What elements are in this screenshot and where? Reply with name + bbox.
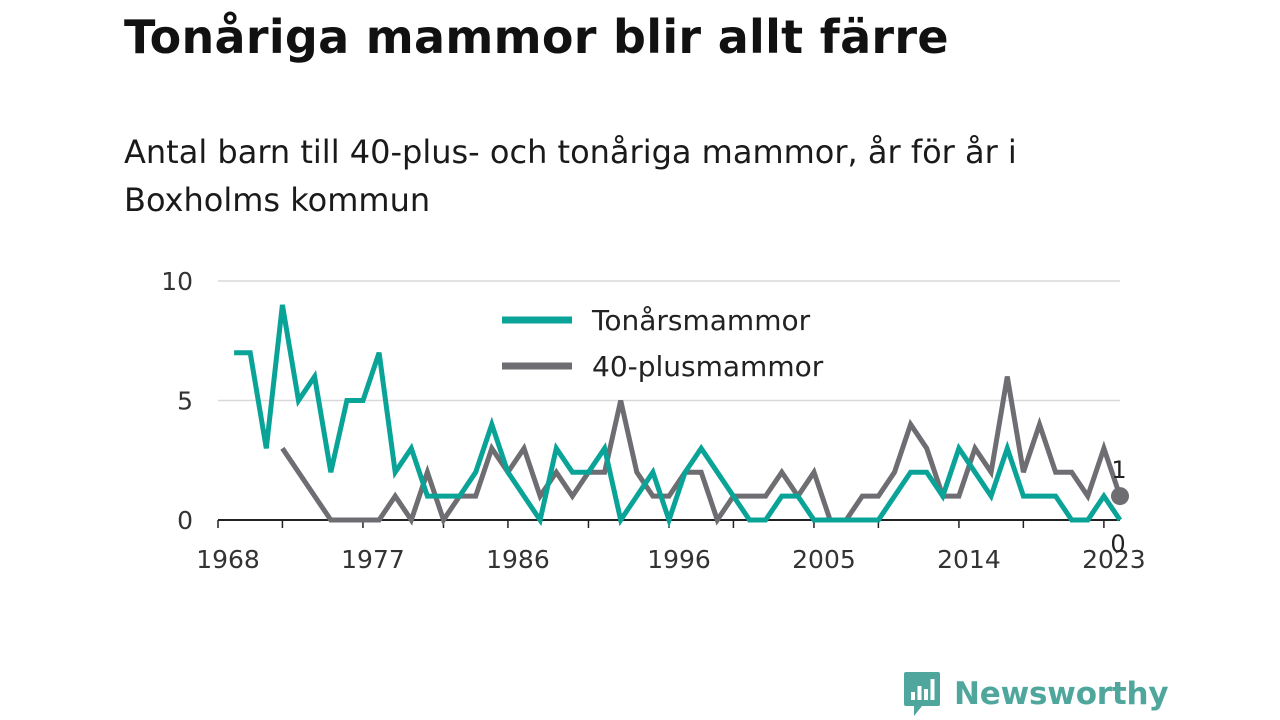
y-tick-label: 10 xyxy=(161,267,193,296)
x-tick-label: 2005 xyxy=(792,545,856,574)
brand-logo: Newsworthy xyxy=(902,670,1169,718)
x-tick-label: 1986 xyxy=(486,545,550,574)
end-label-tonarsmammor: 0 xyxy=(1110,530,1125,558)
series-line-tonarsmammor xyxy=(234,304,1123,528)
legend-label: Tonårsmammor xyxy=(591,304,811,337)
x-tick-label: 2014 xyxy=(937,545,1001,574)
legend-label: 40-plusmammor xyxy=(592,350,824,383)
y-tick-label: 0 xyxy=(177,506,193,535)
x-tick-label: 1996 xyxy=(647,545,711,574)
x-tick-label: 1977 xyxy=(341,545,405,574)
end-label-40-plusmammor: 1 xyxy=(1111,456,1126,484)
series-line-40-plusmammor xyxy=(280,376,1123,526)
x-tick-label: 2023 xyxy=(1082,545,1146,574)
x-tick-label: 1968 xyxy=(196,545,260,574)
newsworthy-logo-icon xyxy=(904,672,940,716)
end-point-40-plusmammor xyxy=(1111,487,1129,506)
chart-subtitle: Antal barn till 40-plus- och tonåriga ma… xyxy=(124,133,1017,219)
brand-name: Newsworthy xyxy=(954,676,1169,712)
chart-title: Tonåriga mammor blir allt färre xyxy=(124,10,949,64)
y-tick-label: 5 xyxy=(177,387,193,416)
